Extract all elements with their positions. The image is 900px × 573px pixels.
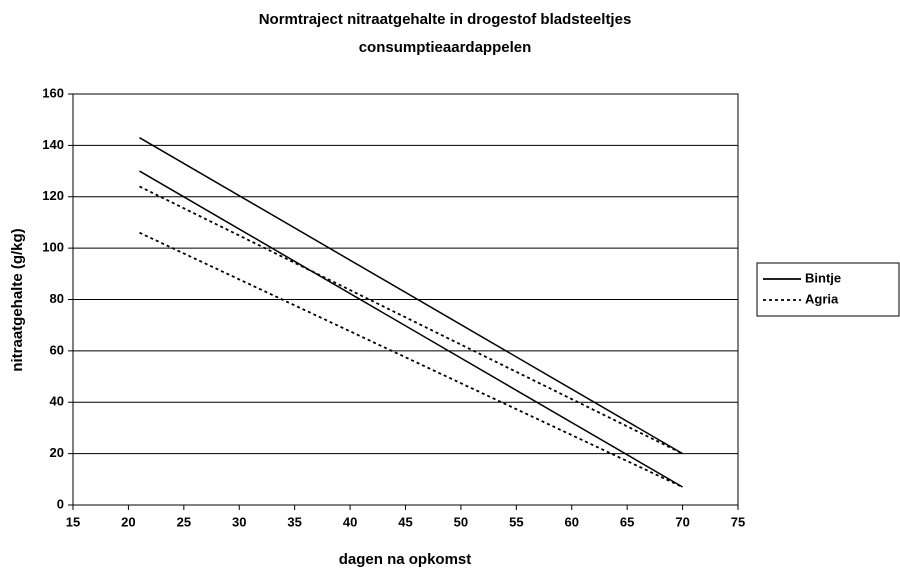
x-tick-label: 65 [620, 514, 634, 529]
line [139, 170, 683, 488]
y-tick-label: 100 [42, 240, 64, 255]
y-tick-label: 0 [57, 496, 64, 511]
y-axis-title: nitraatgehalte (g/kg) [9, 228, 26, 371]
y-tick-label: 40 [50, 394, 64, 409]
x-axis-title: dagen na opkomst [339, 551, 472, 568]
legend-label: Agria [805, 291, 839, 306]
x-tick-label: 20 [121, 514, 135, 529]
x-tick-label: 70 [675, 514, 689, 529]
y-tick-label: 140 [42, 137, 64, 152]
x-tick-label: 15 [66, 514, 80, 529]
x-tick-label: 25 [177, 514, 191, 529]
line [139, 231, 683, 488]
x-tick-label: 35 [287, 514, 301, 529]
plot-area [72, 93, 739, 506]
y-tick-label: 80 [50, 291, 64, 306]
x-tick-label: 45 [398, 514, 412, 529]
legend-label: Bintje [805, 270, 841, 285]
x-tick-label: 60 [565, 514, 579, 529]
chart-title: consumptieaardappelen [359, 39, 532, 56]
line [139, 137, 683, 455]
x-tick-label: 55 [509, 514, 523, 529]
chart-title: Normtraject nitraatgehalte in drogestof … [259, 11, 632, 28]
y-tick-label: 20 [50, 445, 64, 460]
legend [756, 262, 900, 317]
x-tick-label: 75 [731, 514, 745, 529]
y-tick-label: 60 [50, 342, 64, 357]
x-tick-label: 30 [232, 514, 246, 529]
line [139, 185, 683, 455]
x-tick-label: 40 [343, 514, 357, 529]
y-tick-label: 160 [42, 85, 64, 100]
y-tick-label: 120 [42, 188, 64, 203]
x-tick-label: 50 [454, 514, 468, 529]
